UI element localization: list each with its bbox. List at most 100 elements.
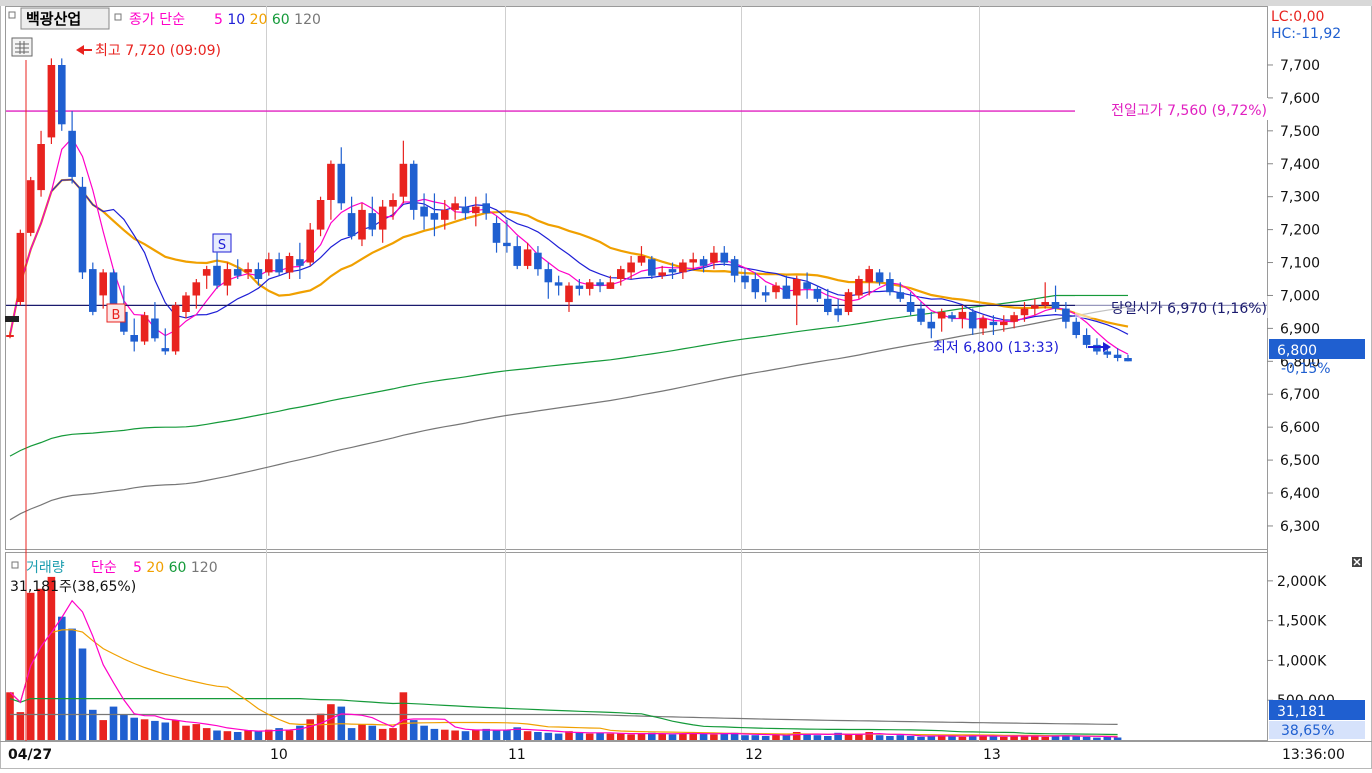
candle-body — [689, 259, 697, 263]
candle-body — [1124, 358, 1132, 362]
candle-body — [1031, 305, 1039, 309]
stock-name[interactable]: 백광산업 — [26, 10, 81, 28]
vol-ma120-line — [10, 713, 1118, 725]
candle-body — [699, 259, 708, 266]
volume-bar — [751, 735, 760, 740]
volume-bar — [803, 733, 811, 740]
svg-text:S: S — [218, 238, 226, 253]
x-axis-label: 13 — [983, 747, 1001, 763]
volume-bar — [813, 735, 822, 740]
candle-body — [37, 144, 45, 191]
volume-bar — [461, 731, 470, 740]
candle-body — [16, 232, 25, 302]
candle-body — [917, 308, 925, 322]
candle-body — [337, 163, 346, 204]
volume-bar — [285, 730, 294, 740]
candle-body — [761, 292, 770, 296]
candle-body — [989, 321, 998, 326]
volume-bar — [1031, 736, 1039, 740]
low-annotation: 최저 6,800 (13:33) — [933, 340, 1111, 356]
volume-bar — [161, 722, 170, 740]
candle-body — [109, 272, 118, 316]
candle-body — [937, 311, 946, 319]
candle-body — [47, 65, 56, 138]
volume-bar — [658, 733, 666, 740]
ma-legend-item[interactable]: 10 — [227, 12, 249, 28]
volume-bar — [865, 732, 873, 740]
volume-bar — [37, 588, 45, 740]
ma-legend-item[interactable]: 120 — [191, 560, 218, 576]
ma-legend-item[interactable]: 60 — [272, 12, 294, 28]
stock-name-box[interactable] — [20, 7, 110, 30]
volume-bar — [254, 731, 263, 740]
volume-bar — [99, 720, 107, 740]
vol-ma60-line — [9, 697, 1118, 736]
volume-bar — [875, 735, 884, 740]
candle-body — [140, 315, 149, 342]
volume-panel-toggle-icon[interactable] — [11, 561, 19, 569]
candle-body — [327, 163, 335, 200]
candle-body — [1000, 321, 1008, 326]
svg-text:B: B — [112, 308, 121, 323]
candle-body — [606, 282, 615, 289]
prev-high-label: 전일고가 7,560 (9,72%) — [1111, 103, 1267, 119]
candle-body — [1010, 315, 1018, 322]
ma-legend-item[interactable]: 5 — [214, 12, 227, 28]
volume-bar — [244, 730, 252, 740]
ma-legend-item[interactable]: 5 — [133, 560, 146, 576]
volume-bar — [347, 728, 356, 740]
ma-legend-item[interactable]: 120 — [294, 12, 321, 28]
volume-bar — [637, 733, 646, 740]
volume-bar — [979, 736, 987, 740]
calendar-icon[interactable] — [11, 37, 33, 57]
volume-bar — [596, 732, 604, 740]
volume-bar — [968, 735, 977, 740]
ma-legend-item[interactable]: 20 — [250, 12, 272, 28]
candle-body — [927, 321, 936, 329]
volume-bar — [958, 736, 967, 740]
volume-bar — [937, 735, 946, 740]
candle-body — [202, 269, 211, 276]
volume-bar — [617, 733, 625, 740]
candle-body — [948, 315, 956, 319]
price-candles — [6, 58, 1132, 362]
ma-legend-item[interactable]: 60 — [169, 560, 191, 576]
candle-body — [213, 265, 221, 286]
volume-bar — [679, 733, 687, 740]
x-axis-label: 04/27 — [8, 747, 52, 763]
day-gridlines — [266, 6, 980, 741]
price-tick-label: 6,700 — [1280, 387, 1320, 403]
candle-body — [544, 269, 553, 283]
candle-body — [58, 65, 66, 125]
price-tick-label: 6,500 — [1280, 453, 1320, 469]
current-volume: 31,181 — [1277, 704, 1326, 720]
volume-bar — [896, 735, 905, 740]
candle-body — [730, 259, 739, 276]
vol-ma5-line — [9, 599, 1118, 738]
volume-bar — [699, 733, 708, 740]
volume-bar — [1010, 736, 1018, 740]
volume-bar — [710, 734, 718, 740]
candle-body — [26, 180, 35, 233]
current-price-badge — [1269, 339, 1365, 359]
volume-bar — [109, 706, 118, 740]
volume-bar — [296, 725, 304, 740]
candle-body — [378, 206, 387, 230]
candle-body — [409, 163, 418, 210]
volume-bar — [130, 717, 138, 740]
candle-body — [1103, 351, 1112, 355]
volume-bar — [451, 730, 459, 740]
price-panel-toggle-icon[interactable] — [8, 11, 16, 19]
volume-bar — [523, 731, 532, 740]
volume-bar — [585, 733, 594, 740]
volume-bar — [120, 714, 128, 740]
price-tick-label: 7,200 — [1280, 223, 1320, 239]
volume-bar — [1103, 736, 1112, 740]
volume-bar — [534, 732, 542, 740]
candle-body — [244, 269, 252, 273]
price-tick-label: 7,600 — [1280, 91, 1320, 107]
volume-bar — [886, 736, 894, 740]
ma-legend-item[interactable]: 20 — [146, 560, 168, 576]
candle-body — [192, 282, 201, 296]
